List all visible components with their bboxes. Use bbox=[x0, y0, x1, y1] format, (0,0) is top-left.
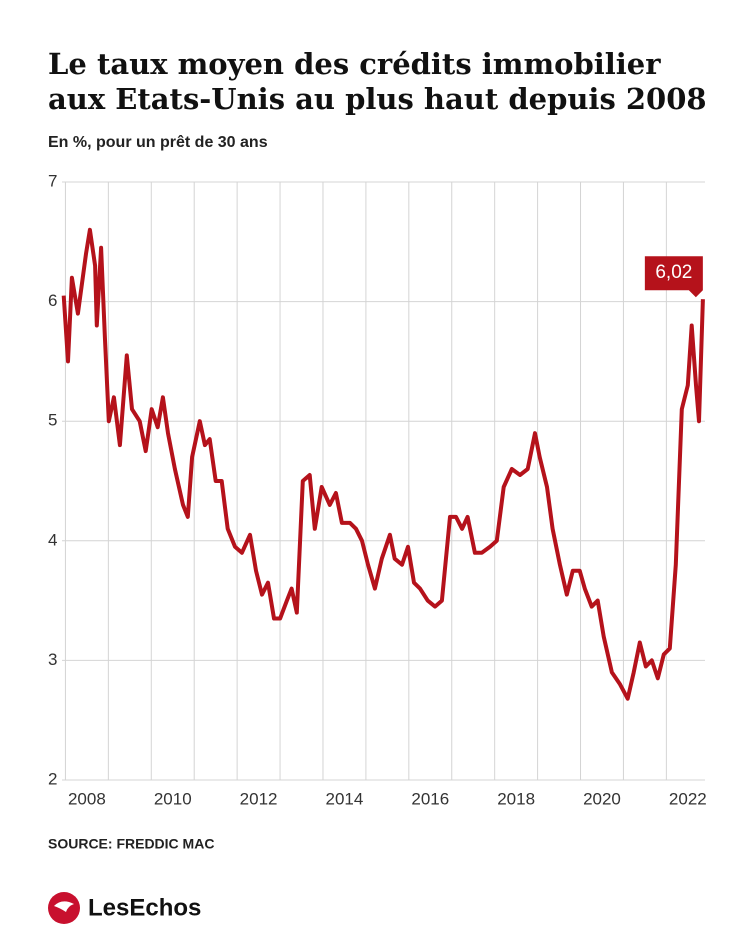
y-tick-label: 4 bbox=[48, 530, 57, 549]
end-label: 6,02 bbox=[655, 262, 692, 283]
chart-title: Le taux moyen des crédits immobilier bbox=[48, 47, 661, 81]
chart-subtitle: En %, pour un prêt de 30 ans bbox=[48, 134, 268, 151]
y-tick-label: 2 bbox=[48, 769, 57, 788]
logo-bird bbox=[54, 901, 74, 912]
x-tick-label: 2022 bbox=[669, 789, 707, 808]
x-tick-label: 2016 bbox=[411, 789, 449, 808]
x-tick-label: 2020 bbox=[583, 789, 621, 808]
line bbox=[61, 227, 705, 701]
y-tick-label: 3 bbox=[48, 650, 57, 669]
chart-title: aux Etats-Unis au plus haut depuis 2008 bbox=[48, 82, 707, 116]
x-tick-label: 2018 bbox=[497, 789, 535, 808]
x-tick-label: 2008 bbox=[68, 789, 106, 808]
brand: LesEchos bbox=[88, 894, 201, 921]
x-tick-label: 2012 bbox=[240, 789, 278, 808]
y-tick-label: 7 bbox=[48, 171, 57, 190]
x-tick-label: 2014 bbox=[326, 789, 364, 808]
source: SOURCE: FREDDIC MAC bbox=[48, 836, 214, 852]
y-tick-label: 5 bbox=[48, 411, 57, 430]
y-tick-label: 6 bbox=[48, 291, 57, 310]
x-tick-label: 2010 bbox=[154, 789, 192, 808]
end-label-box bbox=[644, 256, 703, 298]
